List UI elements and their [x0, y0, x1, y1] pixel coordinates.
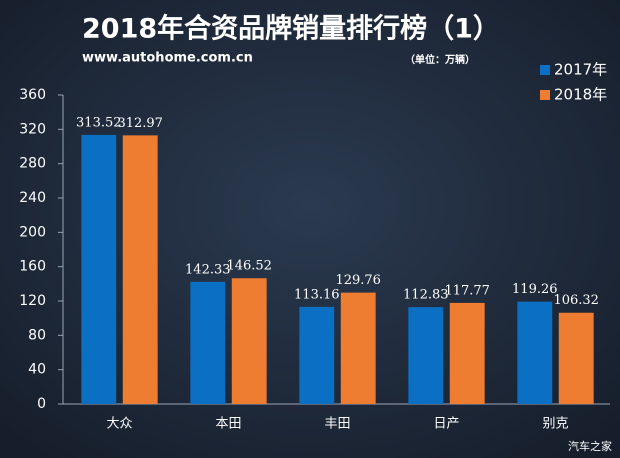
value-label: 312.97 — [117, 116, 163, 131]
value-label: 313.52 — [76, 115, 122, 130]
y-tick-label: 40 — [28, 362, 46, 378]
chart-subtitle: www.autohome.com.cn — [82, 51, 253, 66]
legend-label: 2018年 — [554, 86, 607, 104]
y-tick-label: 360 — [19, 87, 46, 103]
bar — [81, 134, 117, 405]
value-label: 112.83 — [403, 288, 449, 303]
value-label: 142.33 — [185, 262, 231, 277]
value-label: 117.77 — [444, 283, 490, 298]
x-tick-label: 本田 — [215, 417, 241, 432]
watermark: 汽车之家 — [568, 439, 612, 453]
y-tick-label: 120 — [19, 293, 46, 309]
y-tick-label: 0 — [37, 396, 46, 412]
bar — [340, 292, 376, 404]
value-label: 113.16 — [294, 287, 340, 302]
legend-swatch — [540, 65, 550, 75]
y-tick-label: 160 — [19, 259, 46, 275]
y-tick-label: 280 — [19, 156, 46, 172]
x-tick-label: 别克 — [542, 417, 568, 432]
legend-label: 2017年 — [554, 61, 607, 79]
unit-note: （单位：万辆） — [405, 53, 475, 66]
bar — [449, 302, 485, 404]
legend-swatch — [540, 90, 550, 100]
bar — [299, 306, 335, 404]
chart-title: 2018年合资品牌销量排行榜（1） — [82, 13, 500, 45]
x-tick-label: 大众 — [106, 417, 132, 432]
y-tick-label: 320 — [19, 121, 46, 137]
value-label: 106.32 — [553, 293, 599, 308]
x-tick-label: 丰田 — [324, 417, 350, 432]
x-tick-label: 日产 — [433, 417, 459, 432]
bar — [408, 307, 444, 404]
value-label: 129.76 — [335, 273, 381, 288]
bar — [231, 278, 267, 404]
bar — [558, 312, 594, 404]
y-tick-label: 80 — [28, 327, 46, 343]
y-tick-label: 240 — [19, 190, 46, 206]
bar — [190, 281, 226, 404]
bar — [122, 135, 158, 404]
bar — [517, 301, 553, 404]
value-label: 146.52 — [226, 259, 272, 274]
y-tick-label: 200 — [19, 224, 46, 240]
value-label: 119.26 — [512, 282, 558, 297]
